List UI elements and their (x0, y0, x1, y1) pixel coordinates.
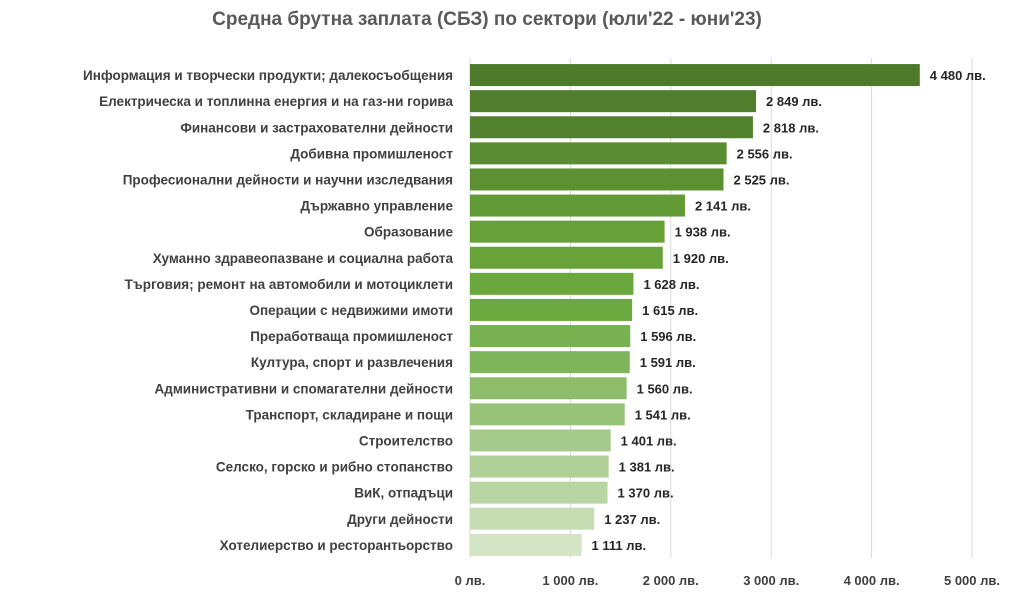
category-label: Строителство (359, 433, 453, 448)
data-label: 2 525 лв. (734, 172, 790, 187)
data-label: 1 628 лв. (643, 277, 699, 292)
category-label: Финансови и застрахователни дейности (180, 120, 453, 135)
category-label: Транспорт, складиране и пощи (246, 407, 453, 422)
bar (470, 481, 608, 504)
value-labels: 4 480 лв. 2 849 лв. 2 818 лв. 2 556 лв. 2 52… (592, 68, 986, 553)
bar (470, 168, 724, 191)
data-label: 1 237 лв. (604, 512, 660, 527)
bar (470, 116, 753, 139)
bar (470, 272, 634, 295)
bar (470, 351, 630, 374)
category-label: Хуманно здравеопазване и социална работа (153, 251, 454, 266)
chart-title: Средна брутна заплата (СБЗ) по сектори (… (212, 9, 762, 30)
data-label: 2 849 лв. (766, 94, 822, 109)
bar (470, 429, 611, 452)
bar (470, 403, 625, 426)
x-tick-label: 3 000 лв. (743, 573, 799, 588)
category-label: Култура, спорт и развлечения (251, 355, 453, 370)
data-label: 1 938 лв. (675, 225, 731, 240)
bar (470, 298, 633, 321)
bar (470, 194, 685, 217)
data-label: 2 556 лв. (737, 146, 793, 161)
category-label: Търговия; ремонт на автомобили и мотоцик… (125, 277, 453, 292)
data-label: 1 920 лв. (673, 251, 729, 266)
category-label: Професионални дейности и научни изследва… (123, 172, 453, 187)
bar (470, 377, 627, 400)
category-label: ВиК, отпадъци (354, 486, 453, 501)
data-label: 1 615 лв. (642, 303, 698, 318)
bar (470, 90, 757, 113)
category-label: Електрическа и топлинна енергия и на газ… (99, 94, 453, 109)
data-label: 2 141 лв. (695, 199, 751, 214)
bar (470, 220, 665, 243)
data-label: 1 596 лв. (640, 329, 696, 344)
data-label: 1 381 лв. (619, 460, 675, 475)
category-label: Други дейности (347, 512, 453, 527)
bar (470, 142, 727, 165)
x-tick-label: 1 000 лв. (542, 573, 598, 588)
category-label: Добивна промишленост (290, 146, 453, 161)
data-label: 1 370 лв. (618, 486, 674, 501)
x-tick-label: 4 000 лв. (844, 573, 900, 588)
category-label: Образование (364, 225, 453, 240)
data-label: 1 401 лв. (621, 433, 677, 448)
x-tick-label: 2 000 лв. (643, 573, 699, 588)
data-label: 2 818 лв. (763, 120, 819, 135)
x-axis-ticks: 0 лв. 1 000 лв. 2 000 лв. 3 000 лв. 4 000 лв… (455, 573, 1000, 588)
category-label: Преработваща промишленост (250, 329, 453, 344)
category-labels: Информация и творчески продукти; далекос… (83, 68, 454, 553)
category-label: Операции с недвижими имоти (250, 303, 454, 318)
category-label: Държавно управление (300, 199, 453, 214)
category-label: Административни и спомагателни дейности (155, 381, 454, 396)
bar (470, 325, 631, 348)
category-label: Хотелиерство и ресторантьорство (220, 538, 453, 553)
data-label: 1 111 лв. (592, 538, 647, 553)
data-label: 1 560 лв. (637, 381, 693, 396)
bar (470, 455, 609, 478)
bar (470, 533, 582, 556)
data-label: 1 541 лв. (635, 407, 691, 422)
category-label: Селско, горско и рибно стопанство (216, 460, 453, 475)
data-label: 1 591 лв. (640, 355, 696, 370)
bar (470, 246, 663, 269)
bars (470, 64, 920, 556)
x-tick-label: 5 000 лв. (944, 573, 1000, 588)
data-label: 4 480 лв. (930, 68, 986, 83)
x-tick-label: 0 лв. (455, 573, 486, 588)
category-label: Информация и творчески продукти; далекос… (83, 68, 453, 83)
bar (470, 64, 920, 87)
bar (470, 507, 595, 530)
